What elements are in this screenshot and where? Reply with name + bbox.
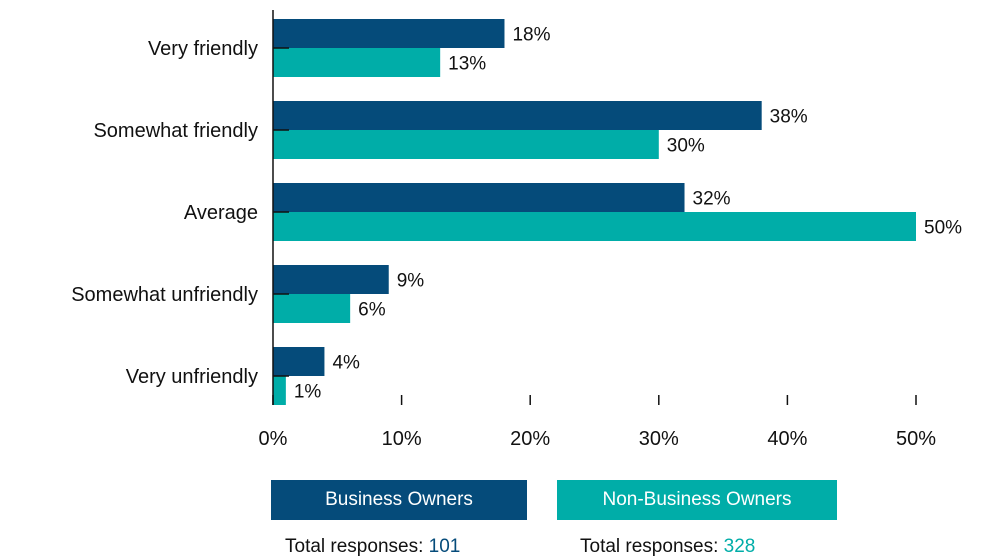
data-label: 9%: [397, 271, 425, 292]
x-tick-label: 40%: [767, 428, 807, 450]
legend-non-business-owners: Non-Business Owners: [557, 480, 837, 520]
bar-non-business-4: [273, 376, 286, 405]
business-owners-responses-value: 101: [428, 536, 461, 557]
data-label: 1%: [294, 382, 322, 403]
category-label: Very unfriendly: [126, 366, 258, 388]
data-label: 4%: [332, 353, 360, 374]
x-tick-label: 0%: [259, 428, 288, 450]
data-label: 18%: [512, 25, 550, 46]
x-tick-label: 50%: [896, 428, 936, 450]
category-label: Somewhat unfriendly: [71, 284, 258, 306]
category-label: Somewhat friendly: [93, 120, 258, 142]
bar-business-3: [273, 265, 389, 294]
non-business-owners-responses-value: 328: [723, 536, 756, 557]
bar-non-business-0: [273, 48, 441, 77]
category-label: Very friendly: [148, 38, 258, 60]
bar-non-business-1: [273, 130, 659, 159]
data-label: 32%: [693, 189, 731, 210]
legend-business-owners: Business Owners: [271, 480, 527, 520]
data-label: 6%: [358, 300, 386, 321]
data-label: 13%: [448, 54, 486, 75]
bar-non-business-3: [273, 294, 351, 323]
x-tick-label: 30%: [639, 428, 679, 450]
data-label: 50%: [924, 218, 962, 239]
bar-chart: 18% 13% Very friendly 38% 30% Somewhat friend…: [71, 10, 962, 450]
business-owners-responses-label: Total responses:: [285, 536, 429, 557]
bar-non-business-2: [273, 212, 916, 241]
bar-business-1: [273, 101, 762, 130]
category-label: Average: [184, 202, 258, 224]
x-tick-label: 20%: [510, 428, 550, 450]
x-tick-label: 10%: [382, 428, 422, 450]
data-label: 38%: [770, 107, 808, 128]
business-owners-total-responses: Total responses: 101: [285, 536, 460, 558]
legend-business-owners-label: Business Owners: [325, 489, 473, 510]
bar-business-2: [273, 183, 685, 212]
bar-business-0: [273, 19, 505, 48]
non-business-owners-responses-label: Total responses:: [580, 536, 724, 557]
data-label: 30%: [667, 136, 705, 157]
non-business-owners-total-responses: Total responses: 328: [580, 536, 755, 558]
bar-business-4: [273, 347, 325, 376]
legend-non-business-owners-label: Non-Business Owners: [602, 489, 792, 510]
